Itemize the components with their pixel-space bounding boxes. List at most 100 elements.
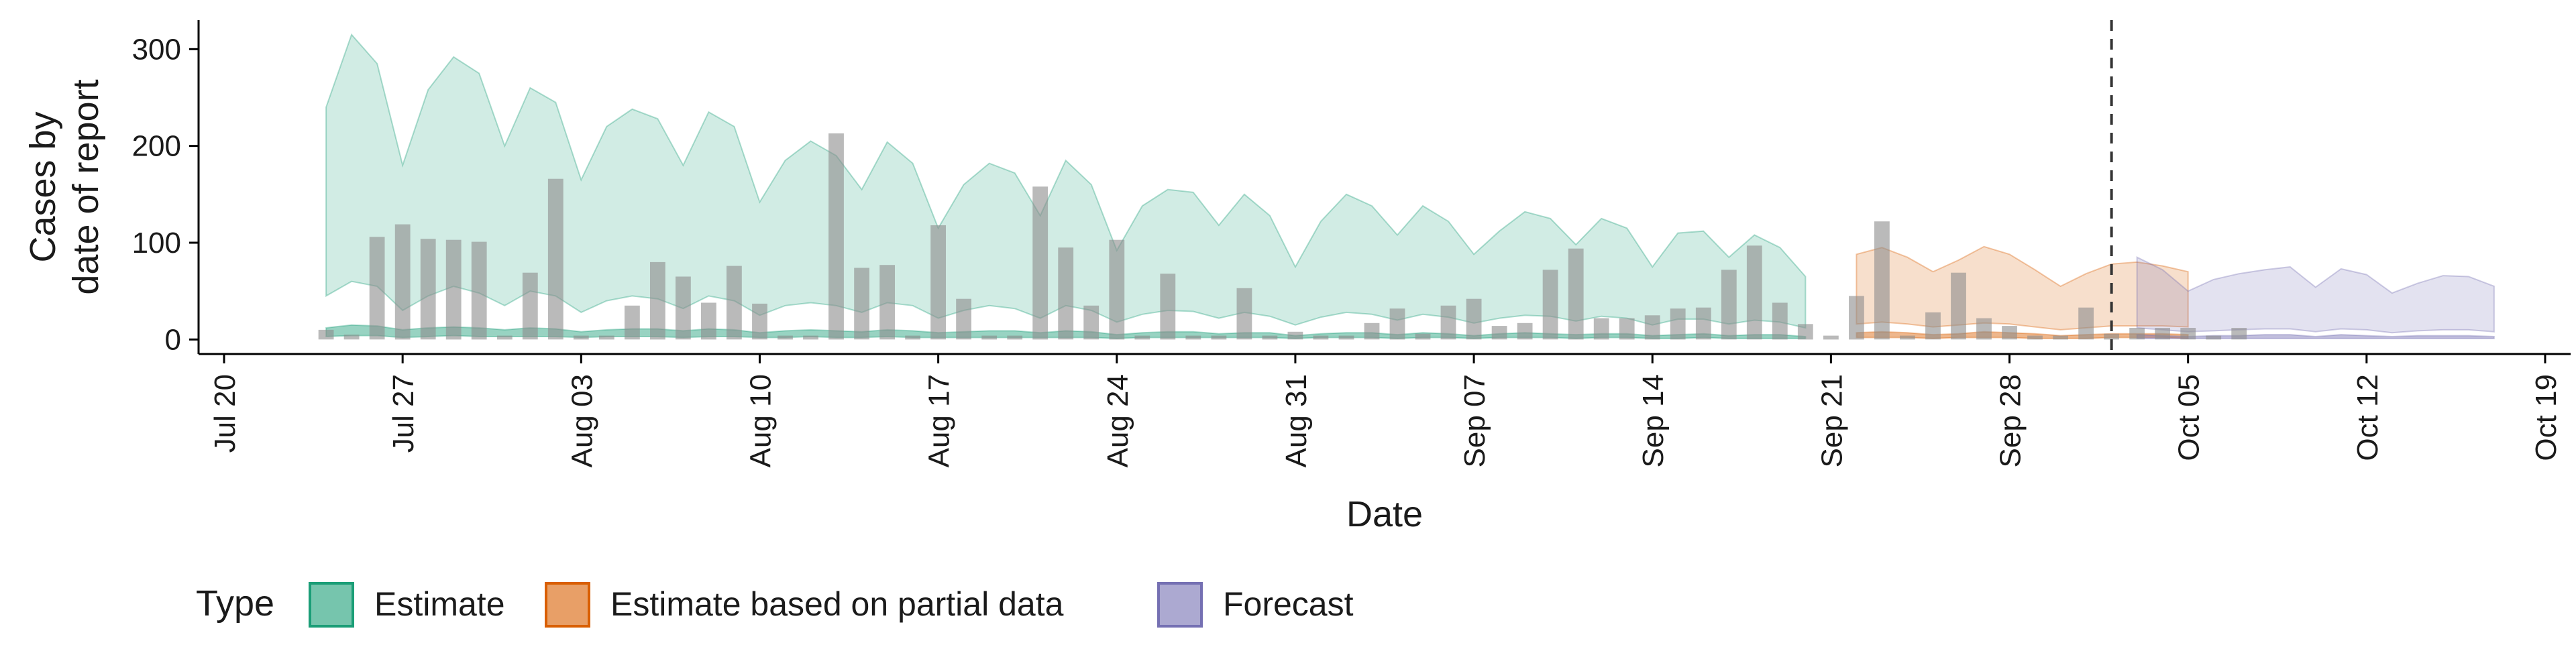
case-bar bbox=[1619, 318, 1635, 340]
x-tick-label: Aug 24 bbox=[1102, 374, 1134, 467]
case-bar bbox=[1670, 308, 1686, 340]
case-bar bbox=[2231, 328, 2247, 340]
case-bar bbox=[803, 335, 818, 340]
case-bar bbox=[1058, 247, 1074, 340]
y-tick-label: 200 bbox=[132, 130, 181, 163]
x-tick-label: Sep 14 bbox=[1637, 374, 1670, 467]
legend-title: Type bbox=[196, 583, 274, 624]
forecast-90-band bbox=[2136, 256, 2495, 334]
y-tick-label: 100 bbox=[132, 227, 181, 259]
case-bar bbox=[930, 225, 946, 340]
case-bar bbox=[343, 335, 360, 340]
case-bar bbox=[2155, 328, 2170, 340]
case-bar bbox=[1338, 335, 1354, 340]
case-bar bbox=[1007, 335, 1023, 340]
case-bar bbox=[650, 261, 665, 340]
y-tick-label: 300 bbox=[132, 33, 181, 66]
case-bar bbox=[1849, 296, 1864, 340]
case-bar bbox=[1262, 335, 1278, 340]
case-bar bbox=[727, 266, 742, 340]
case-bar bbox=[625, 305, 640, 340]
x-tick-label: Sep 07 bbox=[1458, 374, 1491, 467]
legend-swatch-estimate bbox=[309, 582, 354, 628]
y-axis-title-line: Cases by bbox=[23, 111, 63, 262]
case-bar bbox=[1287, 331, 1303, 340]
y-axis-title: Cases bydate of report bbox=[23, 79, 106, 294]
legend: Type Estimate Estimate based on partial da… bbox=[196, 582, 1354, 628]
legend-label-estimate: Estimate bbox=[374, 585, 505, 623]
case-bar bbox=[676, 276, 691, 340]
case-bar bbox=[1160, 274, 1176, 340]
x-tick-label: Oct 12 bbox=[2351, 374, 2384, 461]
case-bar bbox=[1185, 335, 1201, 340]
case-bar bbox=[1364, 322, 1380, 340]
estimate-based-on-partial-data-90-band bbox=[1856, 245, 2189, 331]
x-tick-label: Jul 20 bbox=[209, 374, 241, 453]
case-bar bbox=[1772, 302, 1788, 340]
case-bar bbox=[1440, 305, 1456, 340]
legend-label-estimate-based-on-partial-data: Estimate based on partial data bbox=[610, 585, 1064, 623]
legend-label-forecast: Forecast bbox=[1223, 585, 1354, 623]
case-bar bbox=[547, 178, 564, 340]
case-bar bbox=[1466, 298, 1482, 340]
case-bar bbox=[1695, 307, 1711, 340]
case-bar bbox=[1491, 326, 1507, 340]
case-bar bbox=[598, 335, 614, 340]
case-bar bbox=[1823, 335, 1839, 340]
case-bar bbox=[1313, 335, 1329, 340]
case-bar bbox=[1976, 318, 1992, 340]
x-tick-label: Jul 27 bbox=[387, 374, 420, 453]
x-tick-label: Oct 05 bbox=[2173, 374, 2206, 461]
case-bar bbox=[2180, 328, 2196, 340]
case-bar bbox=[854, 268, 869, 340]
axes-layer: 0 100 200 300 Jul 20 Jul 27 Aug 03 Aug 10 Aug 17… bbox=[23, 20, 2571, 534]
case-bar bbox=[956, 298, 971, 340]
case-bar bbox=[752, 303, 767, 340]
x-axis-title: Date bbox=[1346, 494, 1423, 534]
case-bar bbox=[1644, 315, 1660, 340]
case-bar bbox=[1925, 312, 1941, 340]
case-bar bbox=[1236, 288, 1252, 340]
case-bar bbox=[522, 272, 538, 340]
x-tick-label: Aug 17 bbox=[923, 374, 956, 467]
x-tick-label: Aug 31 bbox=[1280, 374, 1313, 467]
legend-swatch-estimate-based-on-partial-data bbox=[545, 582, 590, 628]
x-tick-label: Sep 21 bbox=[1815, 374, 1848, 467]
case-bar bbox=[701, 302, 716, 340]
case-bar bbox=[1746, 245, 1762, 340]
case-bar bbox=[369, 237, 385, 340]
case-bar bbox=[496, 335, 513, 340]
case-bar bbox=[1211, 335, 1227, 340]
x-tick-label: Oct 19 bbox=[2530, 374, 2563, 461]
case-bar bbox=[1797, 324, 1813, 340]
legend-swatch-forecast bbox=[1157, 582, 1203, 628]
case-bar bbox=[1593, 318, 1609, 340]
case-bar bbox=[1415, 333, 1431, 340]
case-bar bbox=[1389, 308, 1405, 340]
case-bar bbox=[1568, 248, 1584, 340]
case-bar bbox=[2206, 335, 2222, 340]
case-bar bbox=[420, 239, 436, 340]
case-bar bbox=[1542, 270, 1558, 340]
y-axis-title-line: date of report bbox=[66, 79, 106, 294]
y-tick-label: 0 bbox=[165, 323, 181, 356]
x-tick-label: Aug 03 bbox=[566, 374, 598, 467]
case-bar bbox=[1032, 186, 1049, 340]
case-bar bbox=[905, 335, 920, 340]
case-bar bbox=[471, 241, 487, 340]
case-bar bbox=[1083, 305, 1099, 340]
case-bar bbox=[318, 329, 334, 340]
case-bar bbox=[981, 335, 998, 340]
case-bar bbox=[2129, 328, 2145, 340]
case-bar bbox=[2002, 326, 2017, 340]
case-bar bbox=[1721, 270, 1737, 340]
case-bar bbox=[2104, 333, 2119, 340]
case-bar bbox=[1517, 322, 1533, 340]
case-bar bbox=[2053, 335, 2068, 340]
case-bar bbox=[1134, 335, 1150, 340]
case-bar bbox=[1951, 272, 1966, 340]
case-bar bbox=[2078, 307, 2094, 340]
x-tick-label: Sep 28 bbox=[1994, 374, 2027, 467]
bars-layer bbox=[318, 133, 2247, 340]
case-bar bbox=[2027, 335, 2043, 340]
